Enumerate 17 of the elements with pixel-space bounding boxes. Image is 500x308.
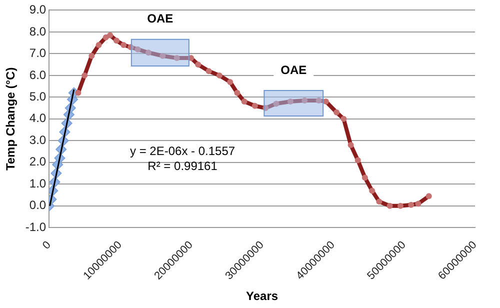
y-tick-label: -1.0: [25, 220, 46, 234]
y-axis-title: Temp Change (°C): [4, 67, 18, 171]
y-tick-label: 2.0: [29, 154, 46, 169]
y-tick-label: 4.0: [29, 111, 46, 126]
y-tick-label: 7.0: [29, 46, 46, 60]
y-tick-label: 8.0: [29, 24, 46, 38]
x-axis-title: Years: [246, 289, 278, 304]
y-tick-label: 0.0: [29, 198, 46, 212]
y-tick-label: 1.0: [29, 176, 46, 190]
y-tick-label: 5.0: [29, 89, 46, 104]
annotation: y = 2E-06x - 0.1557 R² = 0.99161: [130, 144, 236, 173]
y-tick-label: 6.0: [29, 68, 46, 82]
y-tick-label: 3.0: [29, 132, 46, 147]
band-label: OAE: [147, 12, 174, 26]
x-tick-label: 0: [40, 239, 54, 252]
band-label: OAE: [280, 62, 307, 77]
y-tick-label: 9.0: [29, 2, 46, 17]
